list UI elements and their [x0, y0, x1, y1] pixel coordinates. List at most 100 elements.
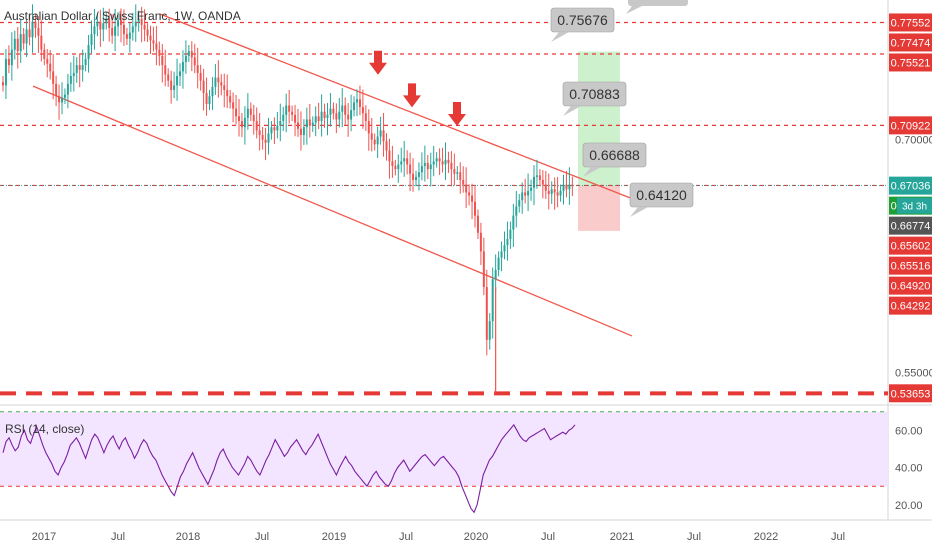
candle [146, 23, 149, 42]
price-tick-label: 0.55000 [895, 367, 932, 379]
candle [500, 241, 503, 272]
time-tick-label: 2017 [32, 531, 56, 543]
candle-body [479, 232, 482, 252]
callout-price-label: 0.66688 [589, 147, 640, 163]
candle [311, 116, 314, 132]
candle-body [37, 27, 40, 36]
candle-body [373, 139, 376, 145]
candle [314, 106, 317, 137]
candle [40, 20, 43, 62]
candle [423, 145, 426, 182]
price-label-text: 0.64292 [891, 301, 931, 313]
candle-body [335, 113, 338, 120]
candle-body [488, 321, 491, 340]
time-tick-label: 2022 [754, 531, 778, 543]
candle-body [66, 83, 69, 95]
candle [302, 119, 305, 145]
candle-body [179, 71, 181, 77]
candle-body [320, 111, 323, 122]
candle-body [426, 162, 429, 170]
candle [482, 237, 485, 296]
candle [90, 20, 93, 54]
candle [184, 40, 187, 74]
candle-body [158, 49, 161, 56]
candle-body [238, 116, 240, 122]
candle [202, 68, 205, 111]
candle-body [193, 57, 196, 66]
candle [108, 8, 111, 42]
candle [69, 62, 72, 92]
candle [329, 93, 332, 127]
price-label-bg [889, 236, 932, 255]
price-scale-label: 0.64292 [889, 296, 932, 315]
candle-body [568, 184, 571, 190]
candle [179, 63, 181, 86]
candle-body [187, 51, 190, 56]
candle [10, 32, 13, 81]
candle [87, 35, 90, 73]
candle-body [332, 108, 335, 114]
candle-body [515, 206, 518, 216]
candle-body [34, 21, 37, 28]
candle-body [10, 49, 13, 66]
candle-body [96, 21, 99, 27]
candle-body [329, 108, 332, 115]
candle-body [72, 72, 75, 77]
price-label-text: 0.77474 [891, 37, 931, 49]
candle-body [255, 121, 258, 131]
candle [238, 98, 240, 137]
candle-body [223, 85, 226, 90]
candle [261, 126, 264, 150]
candle-body [530, 187, 533, 191]
candle [208, 89, 211, 111]
price-callout: 0.75676 [550, 7, 615, 42]
price-scale-label: 0.75521 [889, 53, 932, 72]
callout-price-label: 0.75676 [557, 12, 608, 28]
candle [441, 147, 444, 173]
candle-body [7, 58, 10, 66]
candle [84, 52, 87, 72]
candle [199, 64, 202, 91]
candle-body [344, 105, 347, 115]
candle-body [190, 51, 193, 58]
candle [471, 183, 474, 220]
candle-body [571, 184, 574, 187]
candle-body [249, 108, 252, 115]
candle-body [323, 111, 326, 118]
price-label-bg [889, 296, 932, 315]
candle [226, 74, 229, 108]
price-label-text: 0.75521 [891, 57, 931, 69]
candle-body [258, 130, 261, 135]
price-label-bg [889, 53, 932, 72]
candle [55, 75, 58, 107]
price-label-bg [889, 384, 932, 403]
rsi-tick-label: 60.00 [895, 425, 923, 437]
candle-body [252, 114, 255, 122]
candle-body [243, 117, 246, 128]
countdown-text: 3d 3h [902, 202, 927, 213]
candle-body [108, 18, 111, 28]
candle-body [19, 34, 22, 52]
candle-body [267, 133, 270, 143]
candle [285, 93, 288, 133]
candle-body [58, 96, 61, 103]
candle [361, 89, 364, 129]
callout-tail [626, 6, 642, 14]
candle [190, 41, 193, 72]
candle-body [122, 24, 125, 35]
candle-body [521, 192, 524, 201]
candle [43, 43, 46, 66]
candle [170, 70, 173, 104]
channel-lower-line [32, 85, 633, 337]
candle [320, 94, 323, 137]
candle [134, 4, 137, 42]
candle [297, 108, 299, 137]
candle [409, 152, 412, 192]
candle-body [459, 172, 462, 180]
candle [465, 167, 468, 208]
candle-body [299, 128, 302, 135]
callout-price-label: 0.64120 [636, 187, 687, 203]
candle [391, 145, 394, 178]
